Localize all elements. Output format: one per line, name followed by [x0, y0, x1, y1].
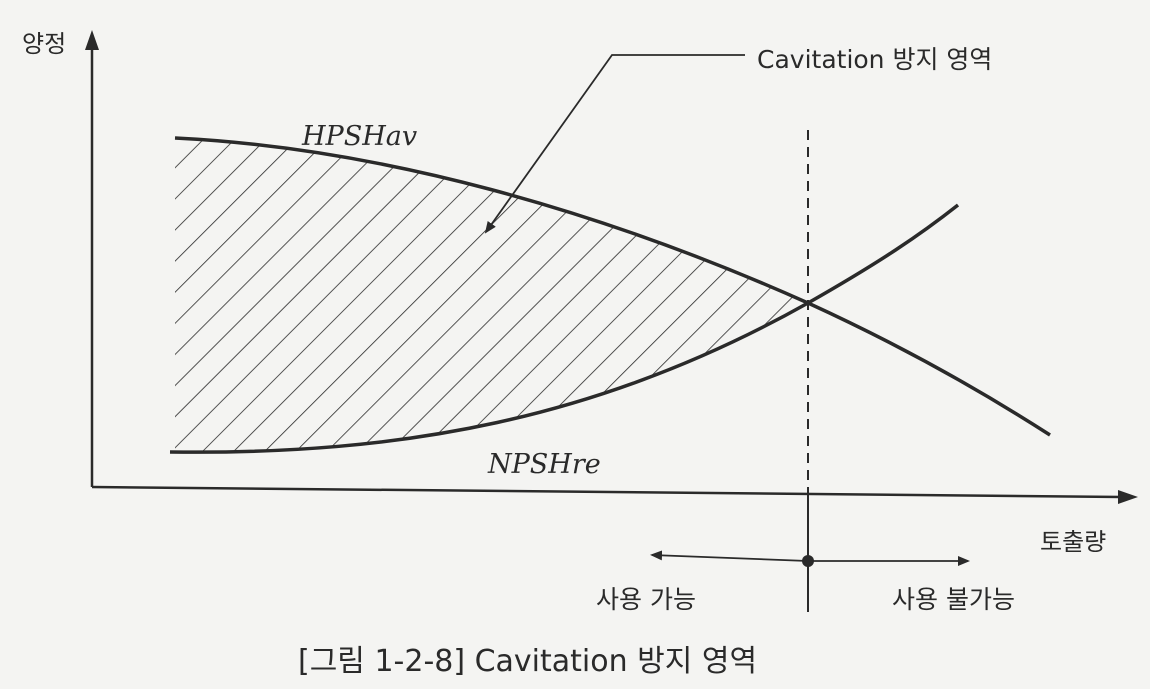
- x-axis-arrowhead: [1118, 490, 1138, 504]
- x-axis-label: 토출량: [1040, 528, 1106, 556]
- usable-zone-label: 사용 가능: [596, 585, 696, 614]
- npsh-re-label: NPSHre: [487, 449, 601, 480]
- hpsh-av-label: HPSHav: [301, 121, 417, 152]
- x-axis: [91, 485, 1123, 499]
- npsh-re-curve: [169, 203, 960, 454]
- unusable-zone-label: 사용 불가능: [892, 585, 1015, 614]
- cavitation-free-region: [175, 138, 808, 453]
- usable-range-arrow: [650, 550, 809, 562]
- boundary-point: [802, 555, 814, 567]
- annotation-leader: [484, 54, 745, 234]
- y-axis-arrowhead: [85, 30, 99, 50]
- hpsh-av-curve: [174, 136, 1051, 437]
- figure-caption: [그림 1-2-8] Cavitation 방지 영역: [298, 644, 757, 679]
- y-axis-label: 양정: [22, 30, 66, 58]
- annotation-label: Cavitation 방지 영역: [757, 45, 992, 74]
